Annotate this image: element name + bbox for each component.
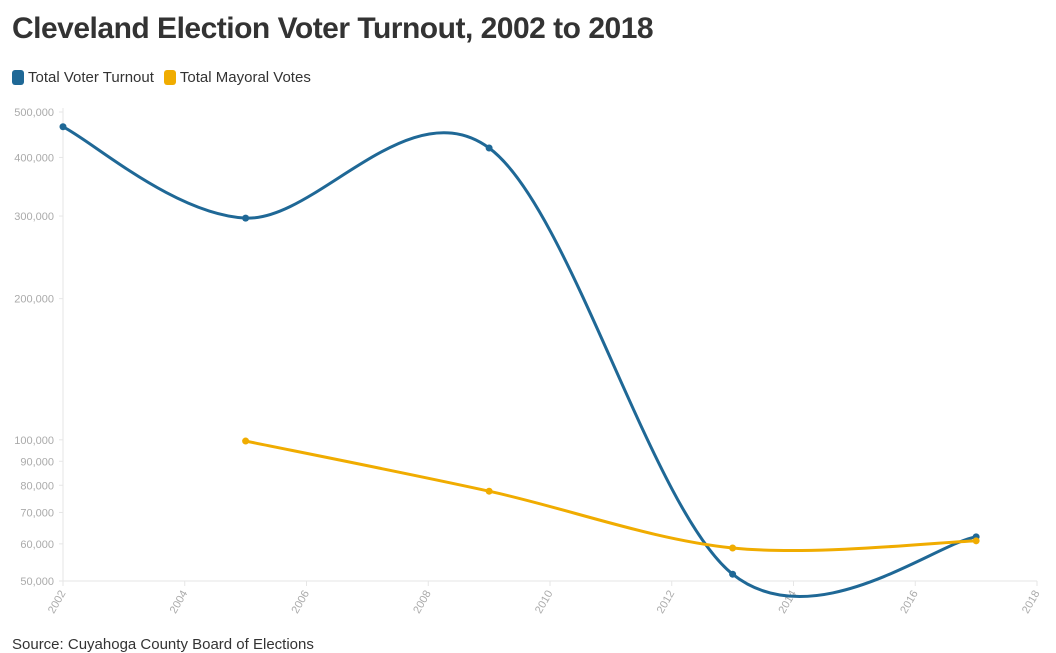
x-tick-label: 2008: [411, 589, 434, 616]
series-line-total-voter-turnout: [62, 125, 977, 598]
legend-swatch: [12, 70, 24, 85]
y-tick-label: 90,000: [20, 456, 54, 468]
series-line-total-mayoral-votes: [245, 439, 977, 553]
chart-title: Cleveland Election Voter Turnout, 2002 t…: [12, 12, 654, 45]
legend-label: Total Voter Turnout: [28, 69, 154, 86]
data-point-total-voter-turnout: [59, 123, 67, 131]
data-point-total-voter-turnout: [242, 214, 250, 222]
x-tick-label: 2014: [776, 589, 799, 616]
x-tick-label: 2018: [1020, 589, 1043, 616]
y-tick-label: 50,000: [20, 576, 54, 588]
data-point-total-voter-turnout: [485, 144, 493, 152]
y-tick-label: 80,000: [20, 480, 54, 492]
legend: Total Voter Turnout Total Mayoral Votes: [12, 69, 311, 86]
y-tick-label: 60,000: [20, 539, 54, 551]
x-tick-label: 2010: [533, 589, 556, 616]
data-point-total-mayoral-votes: [729, 544, 737, 552]
source-note: Source: Cuyahoga County Board of Electio…: [12, 636, 314, 653]
legend-item-total-mayoral-votes[interactable]: Total Mayoral Votes: [163, 69, 311, 86]
legend-label: Total Mayoral Votes: [179, 69, 311, 86]
x-tick-label: 2004: [168, 589, 191, 616]
y-tick-label: 200,000: [14, 294, 54, 306]
x-tick-label: 2006: [289, 589, 312, 616]
data-point-total-mayoral-votes: [242, 437, 250, 445]
y-tick-label: 300,000: [14, 211, 54, 223]
y-tick-label: 400,000: [14, 152, 54, 164]
x-tick-label: 2012: [655, 589, 678, 616]
x-tick-label: 2002: [46, 589, 69, 616]
data-point-total-mayoral-votes: [485, 487, 493, 495]
y-tick-label: 70,000: [20, 507, 54, 519]
legend-item-total-voter-turnout[interactable]: Total Voter Turnout: [12, 69, 154, 86]
data-point-total-voter-turnout: [729, 570, 737, 578]
x-tick-label: 2016: [898, 589, 921, 616]
data-point-total-mayoral-votes: [972, 537, 980, 545]
y-tick-label: 100,000: [14, 435, 54, 447]
y-tick-label: 500,000: [14, 107, 54, 119]
legend-swatch: [163, 70, 176, 85]
